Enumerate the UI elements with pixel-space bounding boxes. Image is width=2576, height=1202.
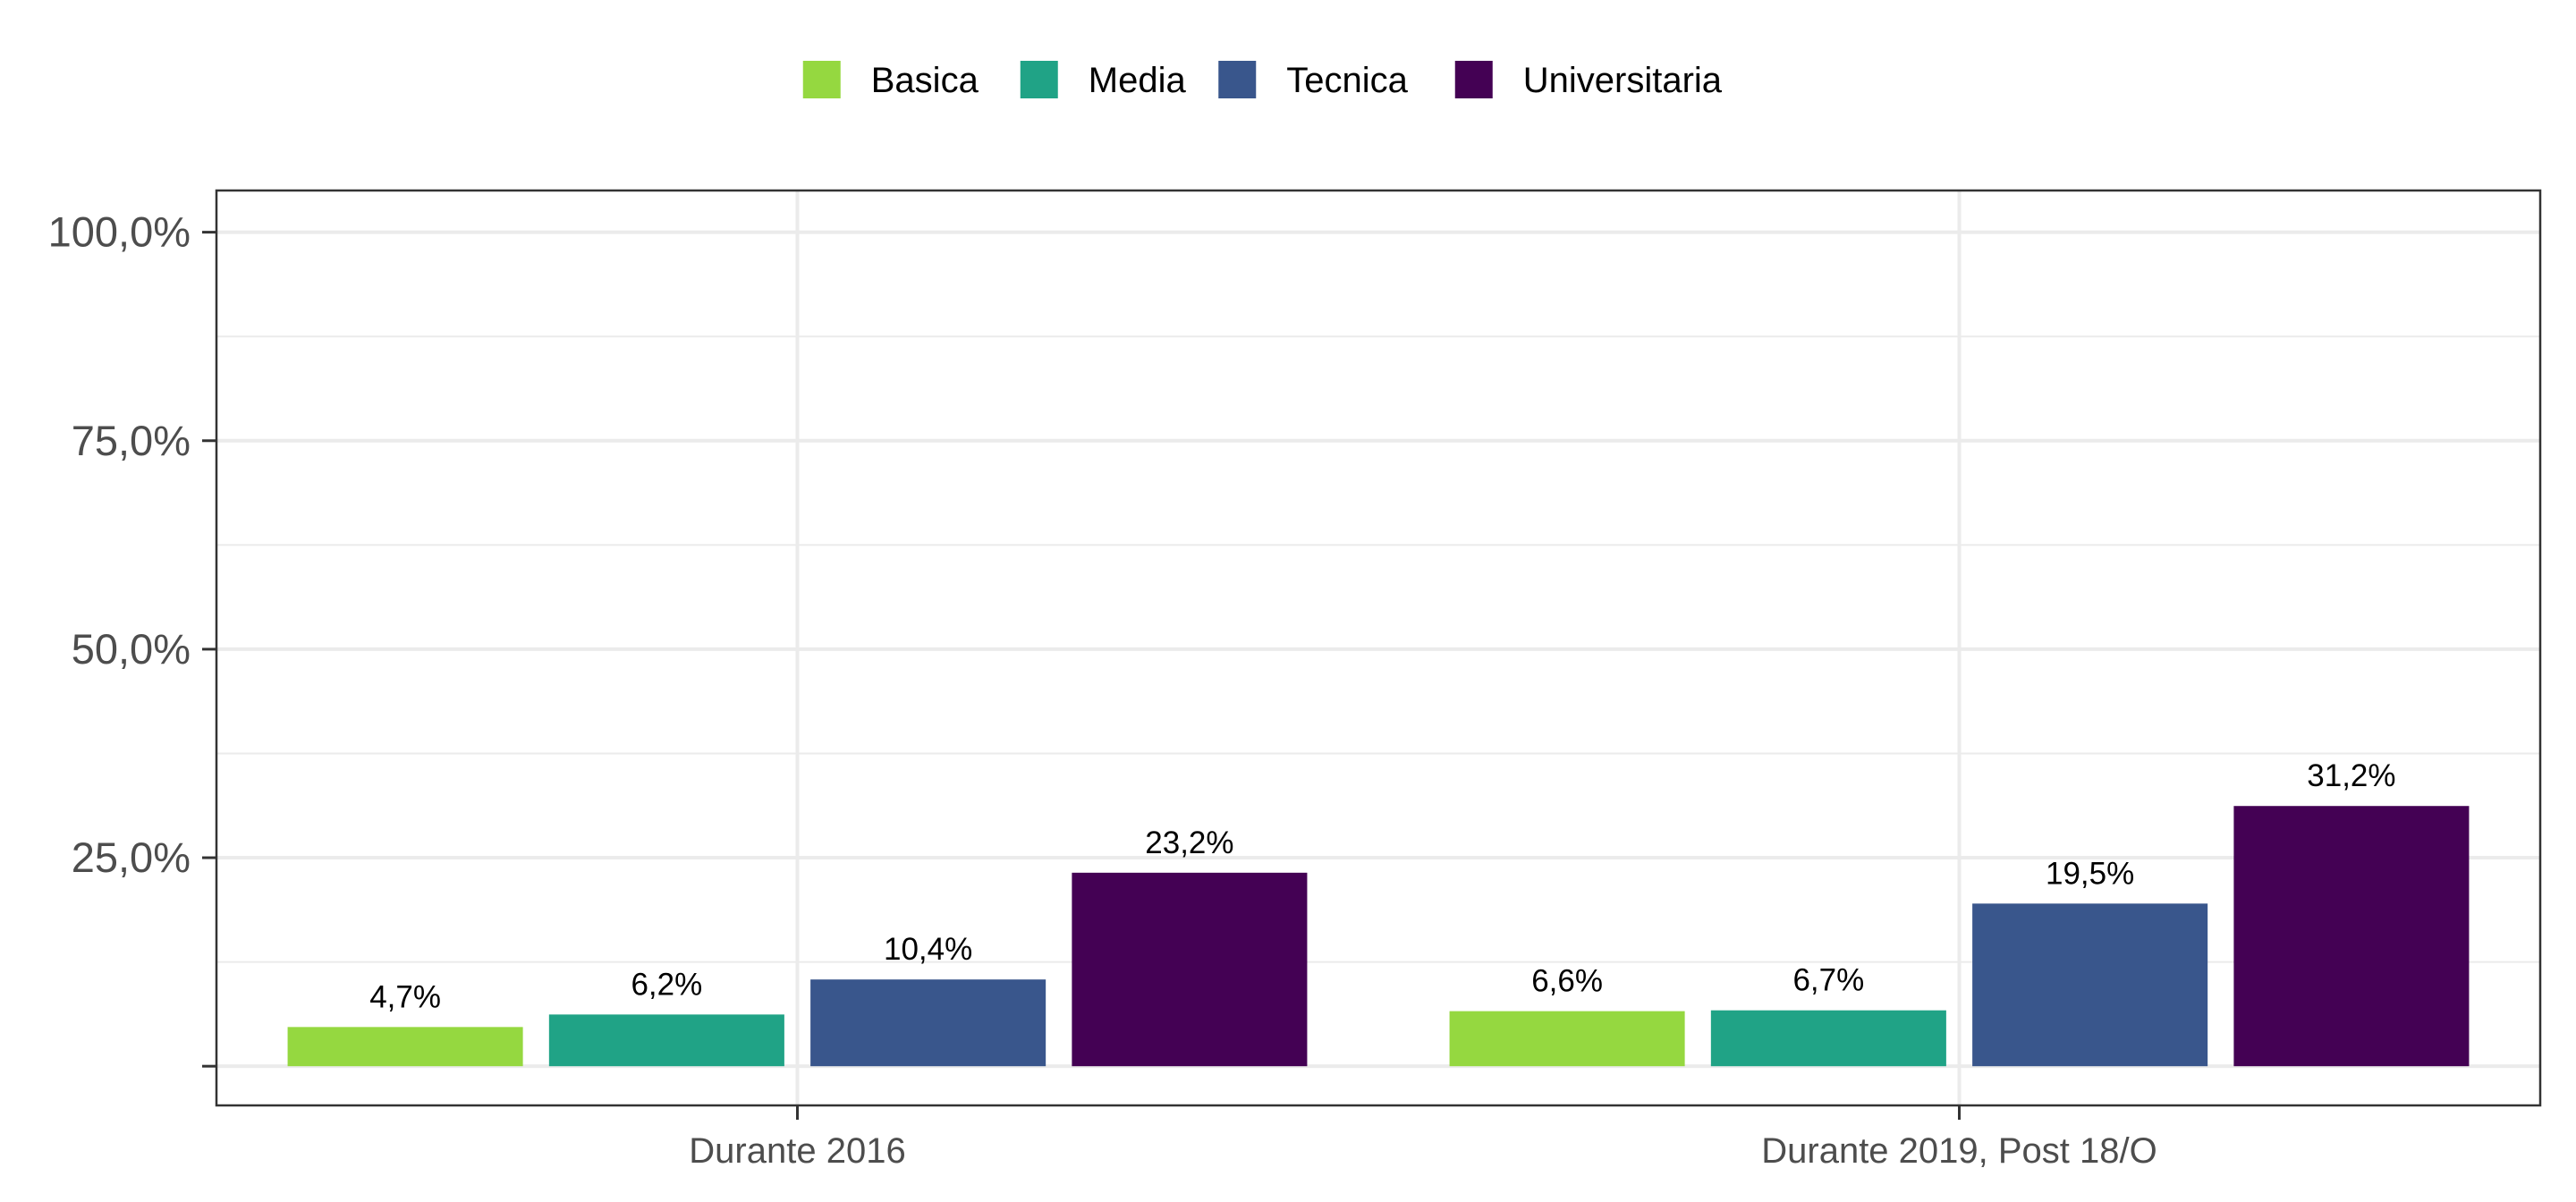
legend-key-media xyxy=(1020,61,1058,98)
x-axis: Durante 2016 Durante 2019, Post 18/O xyxy=(689,1105,2157,1171)
legend: Basica Media Tecnica Universitaria xyxy=(802,61,1723,100)
legend-label-basica: Basica xyxy=(871,61,979,100)
bar-basica-0 xyxy=(287,1027,523,1067)
legend-label-media: Media xyxy=(1089,61,1187,100)
data-label: 6,2% xyxy=(631,967,702,1002)
data-label: 31,2% xyxy=(2307,758,2395,793)
data-label: 10,4% xyxy=(884,932,972,967)
data-label: 23,2% xyxy=(1145,825,1233,860)
bar-media-1 xyxy=(1710,1010,1946,1067)
bar-universitaria-1 xyxy=(2233,806,2470,1067)
legend-key-basica xyxy=(802,61,841,98)
data-label: 19,5% xyxy=(2046,856,2134,891)
legend-label-tecnica: Tecnica xyxy=(1286,61,1408,100)
bar-labels: 4,7% 6,6% 6,2% 6,7% 10,4% 19,5% 23,2% 31,2% xyxy=(369,758,2395,1014)
x-tick-label: Durante 2019, Post 18/O xyxy=(1761,1131,2157,1171)
legend-key-universitaria xyxy=(1454,61,1493,98)
data-label: 6,7% xyxy=(1792,963,1864,998)
y-tick-label: 50,0% xyxy=(72,625,191,673)
bar-media-0 xyxy=(548,1014,784,1067)
legend-label-universitaria: Universitaria xyxy=(1523,61,1723,100)
y-tick-label: 100,0% xyxy=(48,208,191,256)
data-label: 4,7% xyxy=(369,979,441,1014)
bar-universitaria-0 xyxy=(1072,872,1308,1067)
data-label: 6,6% xyxy=(1531,964,1603,999)
y-axis: 25,0% 50,0% 75,0% 100,0% xyxy=(48,208,216,1068)
bar-tecnica-0 xyxy=(810,979,1046,1067)
bars xyxy=(287,806,2470,1067)
bar-tecnica-1 xyxy=(1972,903,2208,1067)
bar-basica-1 xyxy=(1449,1011,1685,1067)
x-tick-label: Durante 2016 xyxy=(689,1131,905,1171)
grid xyxy=(216,190,2540,1105)
legend-key-tecnica xyxy=(1218,61,1257,98)
y-tick-label: 25,0% xyxy=(72,834,191,881)
y-tick-label: 75,0% xyxy=(72,417,191,464)
